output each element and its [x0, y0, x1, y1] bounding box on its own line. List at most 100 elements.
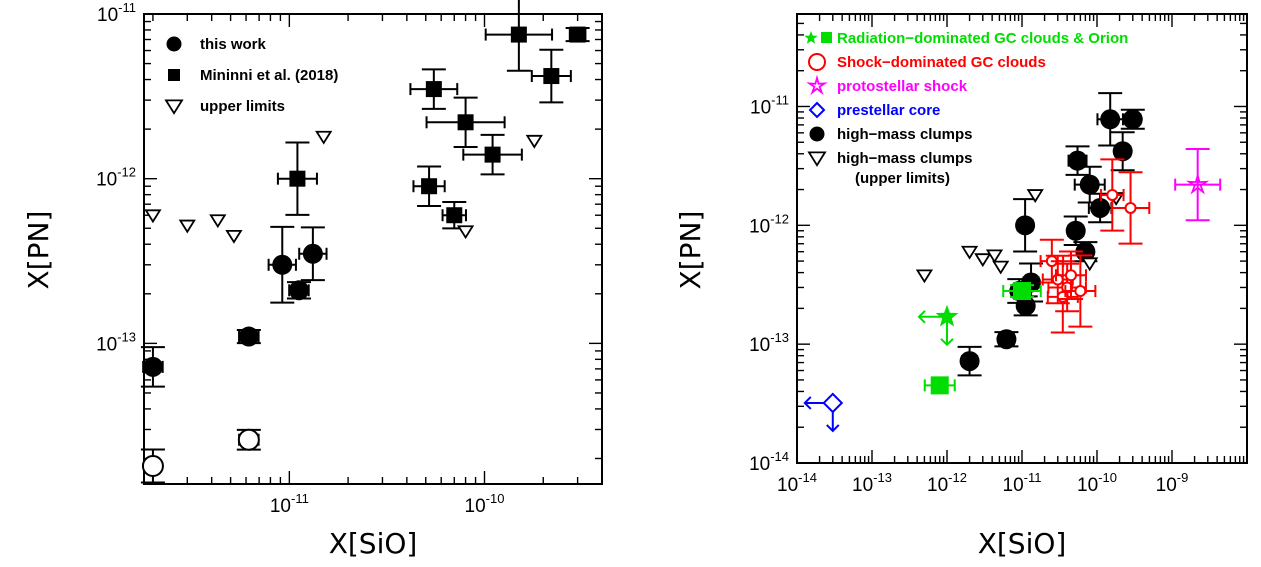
- open-triangle-marker: [985, 249, 1004, 264]
- tick-exponent: -11: [291, 491, 309, 506]
- data-point: [1100, 158, 1125, 232]
- tick-exponent: -11: [118, 0, 136, 15]
- legend-label: high−mass clumps: [837, 126, 972, 143]
- filled-circle-marker: [238, 326, 259, 347]
- tick-exponent: -14: [770, 449, 789, 464]
- data-point: [985, 249, 1004, 264]
- x-tick-label: 10-10: [1077, 470, 1117, 496]
- open-triangle-marker: [974, 253, 992, 268]
- axis-ticks: [144, 13, 603, 484]
- filled-square-marker: [289, 170, 306, 187]
- tick-base: 10: [852, 475, 873, 496]
- data-point: [209, 214, 227, 229]
- tick-base: 10: [270, 496, 291, 517]
- y-tick-label: 10-13: [96, 329, 136, 355]
- data-point: [276, 141, 318, 216]
- tick-base: 10: [465, 496, 486, 517]
- right-panel: 10-14 10-13 10-12 10-11 10-10 10-910-1410-131…: [674, 13, 1248, 560]
- tick-exponent: -12: [117, 165, 136, 180]
- green-star-marker: [804, 31, 818, 44]
- filled-square-marker: [484, 146, 501, 163]
- data-point: [1013, 198, 1038, 253]
- tick-exponent: -14: [798, 470, 817, 485]
- filled-circle-marker: [1122, 109, 1143, 130]
- data-point: [286, 280, 311, 301]
- plot-frame: [143, 13, 603, 485]
- y-tick-label: 10-11: [97, 0, 136, 26]
- data-point: [140, 346, 165, 388]
- filled-square-marker: [421, 178, 438, 195]
- blue-diamond-marker: [822, 392, 844, 414]
- blue-diamond-marker: [808, 101, 826, 119]
- data-point: [412, 165, 446, 207]
- tick-exponent: -11: [1024, 470, 1042, 485]
- filled-circle-marker: [1065, 220, 1086, 241]
- tick-exponent: -10: [486, 491, 505, 506]
- y-tick-label: 10-14: [749, 449, 789, 475]
- arrow-head: [940, 338, 954, 347]
- x-tick-label: 10-9: [1156, 470, 1189, 496]
- filled-square-marker: [543, 68, 560, 85]
- open-triangle-marker: [456, 225, 475, 240]
- data-point: [1065, 145, 1090, 176]
- data-layer: [140, 0, 590, 484]
- tick-exponent: -13: [117, 329, 136, 344]
- tick-exponent: -11: [771, 92, 789, 107]
- data-point: [140, 448, 165, 484]
- data-point: [1110, 171, 1151, 245]
- data-point: [1120, 108, 1145, 130]
- legend-label: Mininni et al. (2018): [200, 67, 338, 84]
- tick-base: 10: [1077, 475, 1098, 496]
- legend-label: high−mass clumps: [837, 150, 972, 167]
- y-tick-label: 10-12: [749, 211, 789, 237]
- data-point: [1063, 215, 1088, 247]
- filled-circle-marker: [1090, 197, 1111, 218]
- open-triangle-marker: [209, 214, 227, 229]
- red-open-circle-marker: [808, 53, 826, 71]
- tick-base: 10: [1156, 475, 1177, 496]
- red-open-circle-marker: [1064, 269, 1077, 282]
- y-tick-label: 10-13: [749, 330, 789, 356]
- data-point: [1174, 147, 1222, 222]
- filled-square-marker: [510, 26, 527, 43]
- legend-label: (upper limits): [855, 170, 950, 187]
- data-point: [1081, 257, 1099, 272]
- y-tick-label: 10-12: [96, 165, 136, 191]
- legend-label: protostellar shock: [837, 78, 968, 95]
- axis-ticks: [796, 13, 1248, 464]
- open-circle-marker: [141, 455, 164, 478]
- legend-label: this work: [200, 36, 267, 53]
- filled-circle-marker: [996, 329, 1017, 350]
- open-circle-marker: [237, 428, 260, 451]
- data-point: [267, 225, 297, 304]
- legend-label: Shock−dominated GC clouds: [837, 54, 1046, 71]
- filled-circle-marker: [959, 351, 980, 372]
- green-star-marker: [935, 304, 959, 327]
- tick-base: 10: [96, 334, 117, 355]
- data-point: [425, 96, 506, 148]
- data-point: [484, 0, 554, 72]
- open-triangle-marker: [807, 151, 827, 167]
- tick-base: 10: [96, 170, 117, 191]
- data-point: [236, 326, 261, 347]
- green-square-marker: [930, 376, 949, 395]
- data-point: [1073, 165, 1106, 204]
- data-point: [923, 376, 956, 395]
- x-tick-label: 10-12: [927, 470, 967, 496]
- data-point: [960, 245, 979, 260]
- arrow-head: [826, 424, 840, 433]
- open-triangle-marker: [178, 219, 196, 234]
- filled-circle-marker: [1067, 150, 1088, 171]
- open-triangle-marker: [164, 99, 184, 115]
- data-point: [915, 269, 934, 284]
- data-point: [462, 133, 523, 176]
- data-point: [441, 201, 467, 230]
- open-triangle-marker: [1026, 189, 1044, 203]
- tick-base: 10: [749, 335, 770, 356]
- x-tick-label: 10-10: [465, 491, 505, 517]
- data-point: [236, 428, 261, 451]
- data-point: [974, 253, 992, 268]
- data-point: [315, 130, 333, 145]
- filled-circle-marker: [1100, 109, 1121, 130]
- filled-circle-marker: [1015, 215, 1036, 236]
